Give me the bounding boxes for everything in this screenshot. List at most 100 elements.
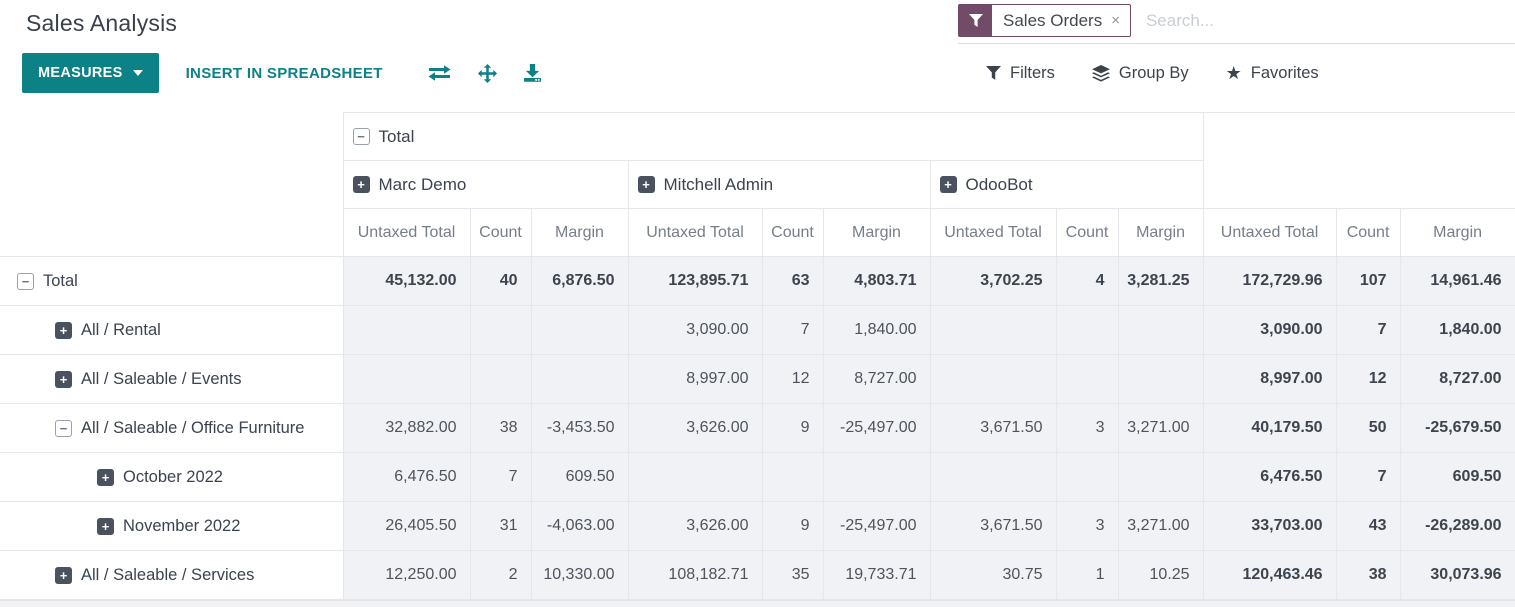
pivot-value-cell: 6,476.50 bbox=[1202, 452, 1337, 502]
pivot-value-cell bbox=[1117, 452, 1204, 502]
row-header-october-2022[interactable]: + October 2022 bbox=[0, 452, 344, 502]
pivot-value-cell: 3,626.00 bbox=[627, 501, 763, 551]
col-header-marc-demo[interactable]: + Marc Demo bbox=[342, 160, 629, 209]
pivot-value-cell: 6,476.50 bbox=[342, 452, 471, 502]
pivot-value-cell: 1,840.00 bbox=[1399, 305, 1515, 355]
pivot-value-cell: 19,733.71 bbox=[822, 550, 931, 600]
expand-icon[interactable]: + bbox=[939, 176, 957, 194]
pivot-row: − All / Saleable / Office Furniture 32,882… bbox=[0, 403, 1515, 453]
pivot-value-cell: 10.25 bbox=[1117, 550, 1204, 600]
measure-header-count[interactable]: Count bbox=[761, 208, 824, 257]
pivot-value-cell bbox=[342, 305, 471, 355]
pivot-value-cell: 3,626.00 bbox=[627, 403, 763, 453]
pivot-value-cell: 12,250.00 bbox=[342, 550, 471, 600]
control-panel-toolbar: MEASURES INSERT IN SPREADSHEET Fil bbox=[0, 46, 1515, 100]
col-header-mitchell-admin[interactable]: + Mitchell Admin bbox=[627, 160, 931, 209]
measure-header-count[interactable]: Count bbox=[469, 208, 532, 257]
pivot-value-cell: 7 bbox=[761, 305, 824, 355]
flip-axis-icon[interactable] bbox=[428, 65, 451, 81]
row-header-all-saleable-services[interactable]: + All / Saleable / Services bbox=[0, 550, 344, 600]
expand-icon[interactable]: + bbox=[97, 468, 114, 486]
row-header-all-saleable-office-furniture[interactable]: − All / Saleable / Office Furniture bbox=[0, 403, 344, 453]
row-header-all-saleable-events[interactable]: + All / Saleable / Events bbox=[0, 354, 344, 404]
measure-header-count[interactable]: Count bbox=[1055, 208, 1119, 257]
pivot-value-cell: 4 bbox=[1055, 256, 1119, 306]
pivot-value-cell: 3,271.00 bbox=[1117, 403, 1204, 453]
pivot-value-cell bbox=[1117, 354, 1204, 404]
expand-icon[interactable]: + bbox=[55, 321, 72, 339]
pivot-value-cell bbox=[929, 354, 1057, 404]
pivot-value-cell: 12 bbox=[1335, 354, 1401, 404]
col-header-grand-total bbox=[1202, 112, 1515, 209]
insert-in-spreadsheet-button[interactable]: INSERT IN SPREADSHEET bbox=[185, 64, 383, 82]
search-input[interactable] bbox=[1130, 10, 1513, 31]
col-header-odoobot[interactable]: + OdooBot bbox=[929, 160, 1204, 209]
pivot-value-cell: 7 bbox=[1335, 305, 1401, 355]
pivot-value-cell: 63 bbox=[761, 256, 824, 306]
expand-icon[interactable]: + bbox=[55, 370, 72, 388]
pivot-value-cell: 8,997.00 bbox=[627, 354, 763, 404]
row-header-november-2022[interactable]: + November 2022 bbox=[0, 501, 344, 551]
header-label: Mitchell Admin bbox=[663, 174, 774, 194]
header-label: November 2022 bbox=[123, 516, 241, 535]
measure-header-margin[interactable]: Margin bbox=[822, 208, 931, 257]
expand-icon[interactable]: + bbox=[55, 566, 72, 584]
facet-remove-icon[interactable]: × bbox=[1111, 12, 1120, 29]
measure-header-untaxed-total[interactable]: Untaxed Total bbox=[1202, 208, 1337, 257]
pivot-value-cell bbox=[761, 452, 824, 502]
pivot-row: − Total 45,132.00 40 6,876.50 123,895.71 63 4,8… bbox=[0, 256, 1515, 306]
pivot-value-cell: 50 bbox=[1335, 403, 1401, 453]
measures-button-label: MEASURES bbox=[38, 65, 123, 81]
search-facet-sales-orders[interactable]: Sales Orders × bbox=[958, 4, 1131, 37]
download-icon[interactable] bbox=[523, 64, 541, 82]
pivot-value-cell: 3 bbox=[1055, 501, 1119, 551]
collapse-icon[interactable]: − bbox=[17, 272, 34, 290]
pivot-value-cell: 35 bbox=[761, 550, 824, 600]
pivot-value-cell: -25,497.00 bbox=[822, 403, 931, 453]
measure-header-count[interactable]: Count bbox=[1335, 208, 1401, 257]
header-label: All / Saleable / Events bbox=[81, 369, 242, 388]
pivot-value-cell: 38 bbox=[469, 403, 532, 453]
pivot-value-cell: 7 bbox=[1335, 452, 1401, 502]
favorites-button[interactable]: ★ Favorites bbox=[1226, 64, 1319, 83]
expand-all-icon[interactable] bbox=[477, 63, 497, 83]
control-panel-top: Sales Analysis Sales Orders × bbox=[0, 0, 1515, 46]
measure-header-margin[interactable]: Margin bbox=[1117, 208, 1204, 257]
measure-header-untaxed-total[interactable]: Untaxed Total bbox=[342, 208, 471, 257]
group-by-label: Group By bbox=[1118, 63, 1189, 82]
layers-icon bbox=[1091, 64, 1110, 82]
pivot-action-icons bbox=[428, 63, 541, 83]
measures-button[interactable]: MEASURES bbox=[22, 53, 159, 93]
pivot-value-cell bbox=[1055, 452, 1119, 502]
expand-icon[interactable]: + bbox=[637, 176, 655, 194]
expand-icon[interactable]: + bbox=[352, 176, 370, 194]
measure-header-untaxed-total[interactable]: Untaxed Total bbox=[929, 208, 1057, 257]
pivot-value-cell: 7 bbox=[469, 452, 532, 502]
collapse-icon[interactable]: − bbox=[352, 128, 370, 146]
collapse-icon[interactable]: − bbox=[55, 419, 72, 437]
col-header-total[interactable]: − Total bbox=[342, 112, 1204, 161]
pivot-row: + November 2022 26,405.50 31 -4,063.00 3,626.… bbox=[0, 501, 1515, 551]
measure-header-untaxed-total[interactable]: Untaxed Total bbox=[627, 208, 763, 257]
pivot-value-cell: 3 bbox=[1055, 403, 1119, 453]
header-label: All / Rental bbox=[81, 320, 161, 339]
search-options: Filters Group By ★ Favorites bbox=[958, 64, 1515, 83]
pivot-header: − Total + Marc Demo + Mitchell Admin + OdooBot U… bbox=[0, 112, 1515, 257]
pivot-value-cell bbox=[530, 354, 629, 404]
pivot-value-cell: 609.50 bbox=[530, 452, 629, 502]
pivot-value-cell: 3,281.25 bbox=[1117, 256, 1204, 306]
pivot-value-cell: 31 bbox=[469, 501, 532, 551]
header-label: Total bbox=[378, 126, 415, 146]
pivot-value-cell: 172,729.96 bbox=[1202, 256, 1337, 306]
favorites-label: Favorites bbox=[1250, 63, 1319, 82]
expand-icon[interactable]: + bbox=[97, 517, 114, 535]
row-header-all-rental[interactable]: + All / Rental bbox=[0, 305, 344, 355]
row-header-total[interactable]: − Total bbox=[0, 256, 344, 306]
measure-header-margin[interactable]: Margin bbox=[1399, 208, 1515, 257]
header-label: October 2022 bbox=[123, 467, 223, 486]
group-by-button[interactable]: Group By bbox=[1091, 63, 1189, 83]
measure-header-margin[interactable]: Margin bbox=[530, 208, 629, 257]
filters-button[interactable]: Filters bbox=[986, 64, 1055, 83]
pivot-value-cell: 40 bbox=[469, 256, 532, 306]
pivot-value-cell: 33,703.00 bbox=[1202, 501, 1337, 551]
